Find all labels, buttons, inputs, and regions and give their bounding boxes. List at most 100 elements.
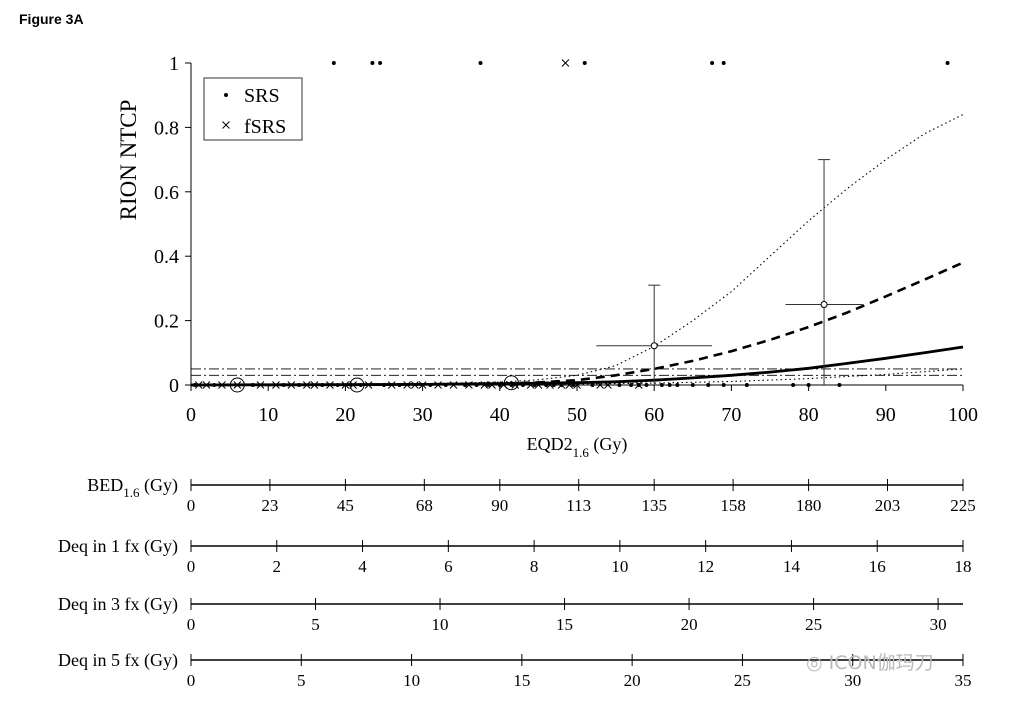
dose-axis-tick-label: 16 [869, 557, 886, 576]
fsrs-point [434, 381, 442, 389]
fsrs-point [418, 381, 427, 389]
fsrs-point-stroke [534, 381, 543, 389]
fsrs-point [403, 381, 412, 389]
fsrs-point-stroke [565, 381, 574, 389]
srs-point [744, 383, 749, 387]
fsrs-point [465, 381, 473, 389]
x-tick-label: 10 [258, 404, 278, 426]
fsrs-point-stroke [218, 381, 226, 389]
srs-point [644, 383, 649, 387]
fsrs-point-stroke [499, 381, 508, 389]
srs-point [478, 61, 483, 65]
binned-estimates [229, 159, 863, 393]
srs-point [945, 61, 950, 65]
dose-axis-tick-label: 23 [261, 496, 278, 515]
fsrs-point [526, 381, 535, 389]
fsrs-point-stroke [434, 381, 442, 389]
fsrs-point-stroke [596, 381, 605, 389]
srs-point [710, 61, 715, 65]
dose-axis-3: Deq in 5 fx (Gy) 0 5 10 15 20 25 30 35 [58, 650, 971, 690]
srs-point [474, 383, 479, 387]
srs-point [806, 383, 811, 387]
srs-point [667, 383, 672, 387]
dose-axis-tick-label: 0 [187, 671, 196, 690]
fsrs-point-stroke [561, 59, 570, 67]
srs-point [331, 61, 336, 65]
y-tick-label: 0.8 [154, 117, 179, 139]
dose-axis-tick-label: 18 [955, 557, 972, 576]
legend-box [203, 77, 303, 141]
dose-axis-tick-label: 6 [444, 557, 453, 576]
dose-axis-1: Deq in 1 fx (Gy) 0 2 4 6 8 10 12 14 16 18 [58, 536, 971, 576]
fsrs-point-stroke [233, 381, 242, 389]
srs-point [192, 383, 197, 387]
data-points [192, 59, 950, 389]
srs-point [486, 383, 491, 387]
fsrs-point-stroke [310, 381, 319, 389]
x-tick-label: 60 [644, 404, 664, 426]
srs-point [544, 383, 549, 387]
dose-axis-tick-label: 5 [311, 615, 320, 634]
fsrs-point-stroke [194, 381, 203, 389]
x-tick-label: 30 [413, 404, 433, 426]
curve-dotted [190, 114, 964, 386]
srs-point [706, 383, 711, 387]
legend-srs-label: SRS [244, 85, 280, 107]
dose-axis-tick-label: 0 [187, 557, 196, 576]
y-tick-label: 0.2 [154, 311, 179, 333]
fsrs-point-stroke [272, 381, 280, 389]
dose-axis-tick-label: 90 [491, 496, 508, 515]
x-tick-label: 90 [876, 404, 896, 426]
curve-dashed [190, 261, 964, 387]
model-curves [190, 114, 964, 387]
y-tick-label: 0.4 [154, 246, 179, 268]
dose-axis-label: Deq in 5 fx (Gy) [58, 650, 178, 671]
dose-axis-tick-label: 4 [358, 557, 367, 576]
fsrs-point [573, 381, 581, 389]
fsrs-point-stroke [546, 381, 554, 389]
x-tick-label: 80 [799, 404, 819, 426]
dose-axis-tick-label: 20 [624, 671, 641, 690]
x-tick-label: 40 [490, 404, 510, 426]
fsrs-point [341, 381, 350, 389]
watermark: ◎ ICON伽玛刀 [806, 648, 934, 675]
srs-point [212, 383, 217, 387]
fsrs-point-stroke [526, 381, 535, 389]
x-tick-label: 50 [567, 404, 587, 426]
fsrs-point-stroke [557, 381, 566, 389]
fsrs-point-stroke [573, 381, 581, 389]
srs-point [320, 383, 325, 387]
secondary-axes: BED1.6 (Gy)0 23 45 68 90 113 135 158 180 203 225De… [58, 475, 976, 690]
fsrs-point [194, 381, 203, 389]
srs-point [297, 383, 302, 387]
fsrs-point-stroke [480, 381, 489, 389]
srs-point [397, 383, 402, 387]
dose-axis-label: Deq in 3 fx (Gy) [58, 594, 178, 615]
fsrs-point [449, 381, 458, 389]
fsrs-point [287, 381, 296, 389]
dose-axis-label: Deq in 1 fx (Gy) [58, 536, 178, 557]
legend-srs-marker [224, 93, 228, 97]
srs-point [721, 383, 726, 387]
srs-point [675, 383, 680, 387]
srs-point [837, 383, 842, 387]
dose-axis-tick-label: 203 [875, 496, 901, 515]
fsrs-point-stroke [302, 381, 311, 389]
dose-axis-tick-label: 10 [403, 671, 420, 690]
y-tick-label: 0 [169, 375, 179, 397]
dose-axis-tick-label: 25 [734, 671, 751, 690]
srs-point [617, 383, 622, 387]
dose-axis-tick-label: 30 [930, 615, 947, 634]
dose-axis-label: BED1.6 (Gy) [87, 475, 178, 500]
fsrs-point [326, 381, 334, 389]
srs-point [250, 383, 255, 387]
main-axes: 0 10 20 30 40 50 60 70 80 90 100 0 0.2 0.4 0.6 0.8 1 EQD2… [116, 53, 978, 460]
legend: SRS fSRS [203, 77, 303, 141]
fsrs-point [534, 381, 543, 389]
fsrs-point [411, 381, 419, 389]
fsrs-point [604, 381, 612, 389]
srs-point [382, 383, 386, 387]
dose-axis-tick-label: 15 [556, 615, 573, 634]
fsrs-point [561, 59, 570, 67]
